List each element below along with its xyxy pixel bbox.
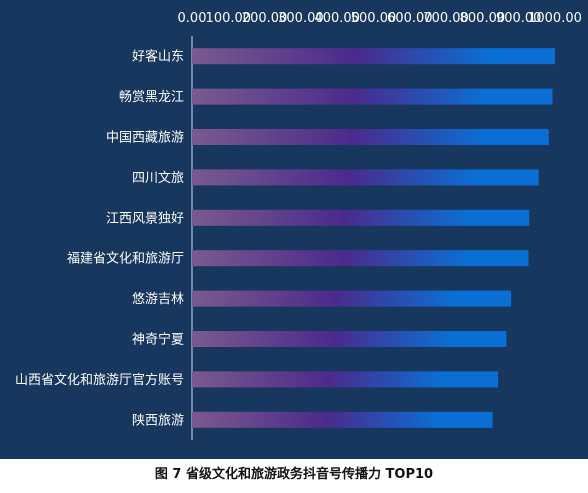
category-label: 神奇宁夏: [132, 332, 184, 348]
bar: [192, 129, 549, 145]
category-label: 福建省文化和旅游厅: [67, 252, 184, 267]
category-label: 陕西旅游: [132, 413, 184, 428]
x-tick-label: 600.00: [387, 11, 433, 26]
x-tick-label: 100.00: [206, 11, 252, 26]
bar: [192, 48, 555, 65]
bar: [192, 88, 553, 105]
category-label: 江西风景独好: [106, 211, 184, 226]
figure-caption: 图 7 省级文化和旅游政务抖音号传播力 TOP10: [154, 467, 434, 482]
chart-svg: 0.00 100.00200.00300.00400.00500.00600.00…: [15, 11, 582, 440]
x-tick-label: 500.00: [351, 11, 397, 26]
x-tick-label: 900.00: [496, 11, 542, 26]
x-tick-label: 0.00: [178, 11, 207, 26]
x-tick-label: 300.00: [278, 11, 324, 26]
bar: [192, 411, 493, 428]
x-tick-label: 700.00: [423, 11, 469, 26]
x-tick-label: 400.00: [314, 11, 360, 26]
x-tick-label: 200.00: [242, 11, 288, 26]
category-label: 悠游吉林: [132, 292, 184, 307]
category-label: 畅赏黑龙江: [119, 90, 184, 105]
category-label: 四川文旅: [132, 171, 184, 186]
bar: [192, 290, 512, 307]
x-tick-label: 1000.00: [528, 11, 582, 26]
bar: [192, 169, 539, 186]
x-axis-ticks: 0.00 100.00200.00300.00400.00500.00600.00…: [178, 11, 582, 26]
bar: [192, 331, 507, 347]
bars: [192, 48, 555, 428]
bar: [192, 371, 499, 388]
chart-panel: 0.00 100.00 200.00 300.00 400.00 500.00 600.00…: [0, 0, 588, 459]
category-labels: 好客山东畅赏黑龙江中国西藏旅游四川文旅江西风景独好福建省文化和旅游厅悠游吉林神奇…: [15, 49, 184, 429]
category-label: 中国西藏旅游: [106, 131, 184, 146]
category-label: 山西省文化和旅游厅官方账号: [15, 372, 184, 388]
x-tick-label: 800.00: [460, 11, 506, 26]
category-label: 好客山东: [132, 49, 184, 65]
bar: [192, 250, 529, 267]
bar: [192, 209, 530, 226]
